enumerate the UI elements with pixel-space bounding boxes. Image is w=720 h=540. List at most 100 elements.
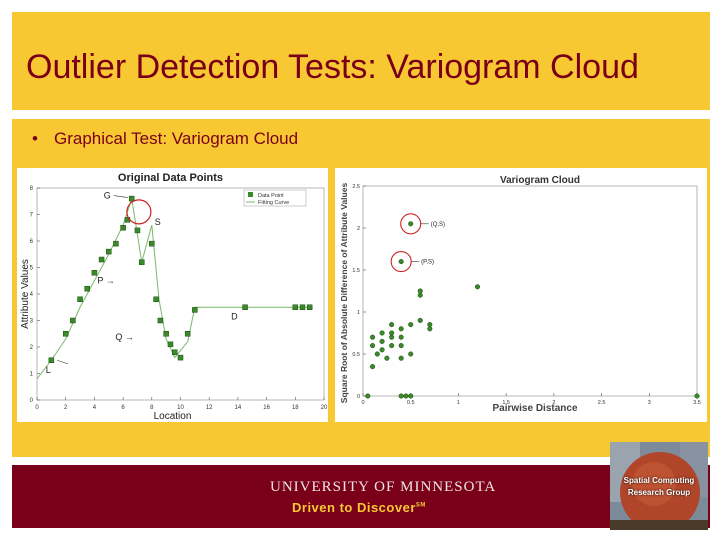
scatter-point bbox=[379, 330, 385, 336]
footer-bar: UNIVERSITY OF MINNESOTA Driven to Discov… bbox=[12, 465, 710, 528]
x-axis-label: Location bbox=[154, 411, 192, 422]
scatter-point bbox=[417, 317, 423, 323]
annotation-label: Q → bbox=[115, 332, 134, 342]
scatter-point bbox=[408, 221, 414, 227]
data-point bbox=[48, 357, 55, 363]
scatter-point bbox=[398, 326, 404, 332]
y-tick-label: 0.5 bbox=[352, 352, 360, 358]
fitting-curve-line bbox=[36, 198, 310, 380]
x-tick-label: 18 bbox=[292, 405, 299, 411]
x-tick-label: 6 bbox=[121, 405, 125, 411]
data-point bbox=[157, 317, 164, 324]
x-tick-label: 2 bbox=[552, 400, 555, 406]
service-mark: SM bbox=[415, 502, 426, 509]
data-point bbox=[184, 331, 191, 337]
annotation-label: S bbox=[155, 217, 161, 227]
scatter-point bbox=[398, 259, 404, 265]
x-tick-label: 1.5 bbox=[502, 400, 510, 406]
data-point bbox=[149, 240, 155, 247]
annotation-label: P → bbox=[97, 275, 114, 285]
data-point bbox=[98, 256, 105, 263]
scatter-point bbox=[398, 393, 404, 399]
x-tick-label: 0 bbox=[361, 400, 364, 406]
legend-box bbox=[243, 189, 307, 207]
logo-line-2: Research Group bbox=[627, 488, 691, 497]
data-point bbox=[242, 304, 248, 310]
scatter-point bbox=[384, 355, 390, 361]
bullet-text: Graphical Test: Variogram Cloud bbox=[54, 129, 299, 148]
data-point bbox=[192, 307, 198, 313]
scatter-point bbox=[374, 351, 380, 357]
scatter-point bbox=[389, 322, 395, 328]
data-point bbox=[128, 195, 135, 202]
y-tick-label: 2 bbox=[30, 345, 34, 351]
y-tick-label: 1 bbox=[30, 372, 34, 378]
data-point bbox=[299, 304, 306, 310]
data-point bbox=[306, 304, 313, 310]
plot-frame bbox=[362, 185, 698, 397]
data-point bbox=[91, 270, 98, 276]
data-point bbox=[113, 240, 119, 247]
data-point bbox=[77, 296, 83, 303]
annotation-label: (Q,S) bbox=[431, 222, 445, 228]
title-bar: Outlier Detection Tests: Variogram Cloud bbox=[12, 12, 710, 110]
scatter-point bbox=[369, 334, 376, 340]
scatter-point bbox=[694, 393, 700, 399]
scatter-point bbox=[427, 322, 433, 328]
y-tick-label: 2.5 bbox=[352, 184, 360, 190]
x-tick-label: 3 bbox=[648, 400, 651, 406]
scatter-point bbox=[417, 292, 423, 298]
research-group-logo: Spatial Computing Research Group bbox=[610, 442, 708, 530]
annotation-leader bbox=[113, 195, 128, 198]
y-tick-label: 1.5 bbox=[352, 268, 360, 274]
x-tick-label: 0.5 bbox=[407, 400, 415, 406]
outlier-highlight-circle bbox=[390, 251, 412, 273]
scatter-point bbox=[417, 288, 423, 294]
data-point bbox=[172, 349, 178, 356]
x-axis-label: Pairwise Distance bbox=[492, 403, 577, 414]
chart-title: Variogram Cloud bbox=[500, 175, 580, 186]
annotation-label: L bbox=[46, 365, 51, 375]
scatter-point bbox=[398, 343, 404, 349]
scatter-point bbox=[408, 322, 414, 328]
data-point bbox=[62, 331, 69, 337]
data-point bbox=[153, 296, 159, 303]
data-point bbox=[70, 317, 76, 324]
x-tick-label: 4 bbox=[93, 405, 97, 411]
data-point bbox=[167, 341, 174, 348]
original-data-chart-panel: Original Data Points Location Attribute Va… bbox=[17, 168, 328, 422]
legend-marker-point bbox=[248, 192, 253, 197]
y-tick-label: 2 bbox=[357, 226, 360, 232]
y-tick-label: 6 bbox=[30, 239, 34, 245]
bullet-item: • Graphical Test: Variogram Cloud bbox=[32, 129, 298, 149]
y-axis-label: Square Root of Absolute Difference of At… bbox=[339, 183, 349, 404]
scatter-point bbox=[389, 334, 395, 340]
legend-label: Fitting Curve bbox=[258, 200, 289, 206]
annotation-leader bbox=[56, 359, 68, 365]
data-point bbox=[177, 354, 184, 361]
y-tick-label: 7 bbox=[30, 213, 34, 219]
annotation-label: D bbox=[231, 311, 238, 321]
x-tick-label: 8 bbox=[150, 405, 154, 411]
scatter-point bbox=[379, 338, 385, 344]
scatter-point bbox=[389, 330, 395, 336]
legend-label: Data Point bbox=[258, 193, 284, 199]
x-tick-label: 16 bbox=[263, 405, 270, 411]
data-point bbox=[163, 331, 169, 337]
scatter-point bbox=[369, 364, 376, 370]
x-tick-label: 0 bbox=[35, 405, 39, 411]
x-tick-label: 1 bbox=[457, 400, 460, 406]
scatter-point bbox=[369, 343, 376, 349]
x-tick-label: 12 bbox=[206, 405, 213, 411]
variogram-cloud-chart-panel: Variogram Cloud Pairwise Distance Square R… bbox=[335, 168, 707, 422]
outlier-highlight-circle bbox=[126, 199, 152, 225]
x-tick-label: 10 bbox=[177, 405, 184, 411]
plot-frame bbox=[36, 187, 325, 401]
scatter-point bbox=[398, 334, 404, 340]
x-tick-label: 3.5 bbox=[693, 400, 701, 406]
scatter-point bbox=[427, 326, 433, 332]
y-tick-label: 8 bbox=[30, 186, 34, 192]
y-tick-label: 3 bbox=[30, 319, 34, 325]
variogram-cloud-chart: Variogram Cloud Pairwise Distance Square R… bbox=[339, 175, 701, 414]
y-tick-label: 5 bbox=[30, 266, 34, 272]
